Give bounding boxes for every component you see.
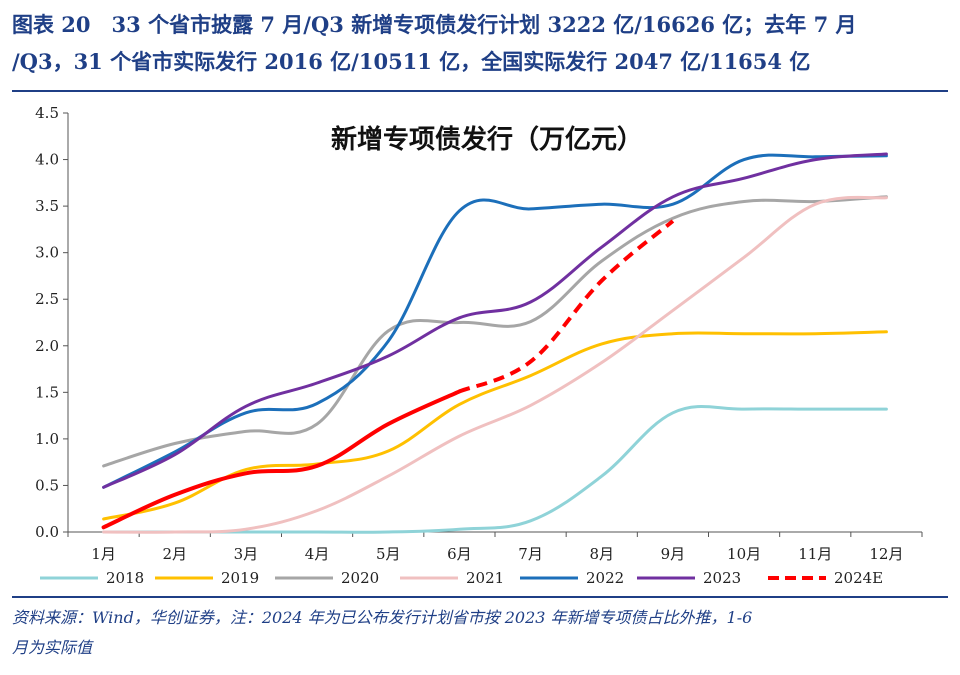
series-2024e-line-projected bbox=[458, 219, 675, 394]
y-tick-label: 3.0 bbox=[35, 244, 59, 262]
x-tick-label: 6月 bbox=[447, 545, 472, 563]
y-tick-label: 0.0 bbox=[35, 523, 59, 541]
source-note: 资料来源：Wind，华创证券，注：2024 年为已公布发行计划省市按 2023 … bbox=[12, 603, 948, 663]
x-tick-label: 3月 bbox=[234, 545, 259, 563]
y-tick-label: 2.0 bbox=[35, 337, 59, 355]
x-tick-label: 12月 bbox=[869, 545, 903, 563]
series-2024e-line-actual bbox=[101, 389, 462, 530]
series-2023-line bbox=[102, 152, 888, 489]
x-tick-label: 7月 bbox=[518, 545, 543, 563]
source-line-1: 资料来源：Wind，华创证券，注：2024 年为已公布发行计划省市按 2023 … bbox=[12, 608, 753, 627]
chart-title: 新增专项债发行（万亿元） bbox=[331, 124, 643, 155]
legend-2021-label: 2021 bbox=[466, 569, 504, 587]
legend-2023-label: 2023 bbox=[703, 569, 741, 587]
x-tick-label: 10月 bbox=[727, 545, 761, 563]
y-tick-label: 4.0 bbox=[35, 151, 59, 169]
series-2018-line bbox=[102, 405, 888, 534]
source-line-2: 月为实际值 bbox=[12, 638, 93, 657]
legend-2019-label: 2019 bbox=[221, 569, 259, 587]
legend-2024e-label: 2024E bbox=[834, 569, 883, 587]
x-tick-label: 2月 bbox=[162, 545, 187, 563]
x-tick-label: 4月 bbox=[305, 545, 330, 563]
series-2021-line bbox=[102, 195, 888, 534]
series-2022-line bbox=[102, 153, 888, 489]
source-rule bbox=[12, 596, 948, 598]
y-tick-label: 1.0 bbox=[35, 430, 59, 448]
x-tick-label: 5月 bbox=[376, 545, 401, 563]
y-tick-label: 0.5 bbox=[35, 476, 59, 494]
legend-2018-label: 2018 bbox=[106, 569, 144, 587]
caption-line-1: 图表 20 33 个省市披露 7 月/Q3 新增专项债发行计划 3222 亿/1… bbox=[12, 12, 857, 37]
caption-line-2: /Q3，31 个省市实际发行 2016 亿/10511 亿，全国实际发行 204… bbox=[12, 49, 811, 74]
series-2019-line bbox=[102, 330, 888, 521]
y-tick-label: 1.5 bbox=[35, 383, 59, 401]
y-tick-label: 4.5 bbox=[35, 104, 59, 122]
x-tick-label: 1月 bbox=[91, 545, 116, 563]
line-chart: 0.0 0.5 1.0 1.5 2.0 2.5 3.0 3.5 4.0 4.5 1月 2月 3月 4月 5月… bbox=[35, 104, 923, 587]
figure-caption: 图表 20 33 个省市披露 7 月/Q3 新增专项债发行计划 3222 亿/1… bbox=[12, 6, 948, 80]
legend-2022-label: 2022 bbox=[586, 569, 624, 587]
x-tick-label: 8月 bbox=[589, 545, 614, 563]
caption-rule bbox=[12, 90, 948, 92]
x-tick-label: 11月 bbox=[798, 545, 832, 563]
y-tick-label: 3.5 bbox=[35, 197, 59, 215]
series-2020-line bbox=[102, 195, 888, 468]
x-tick-label: 9月 bbox=[661, 545, 686, 563]
legend-2020-label: 2020 bbox=[341, 569, 379, 587]
y-tick-label: 2.5 bbox=[35, 290, 59, 308]
